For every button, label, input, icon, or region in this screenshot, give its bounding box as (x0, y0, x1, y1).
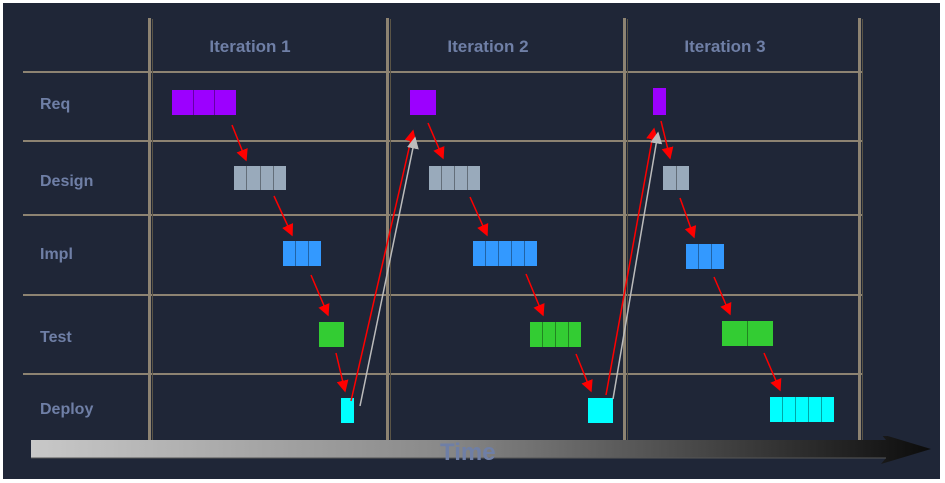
iteration-3-impl-block (686, 244, 724, 269)
iteration-divider (386, 18, 389, 441)
iteration-1-header: Iteration 1 (209, 37, 291, 56)
arrow-i2-impl-to-test (525, 273, 545, 317)
phase-label-deploy: Deploy (40, 401, 94, 418)
iteration-1-impl-block (283, 241, 321, 266)
arrow-i3-impl-to-test (713, 276, 732, 316)
arrow-i2-design-to-impl (469, 196, 489, 237)
iteration-1-test-block (319, 322, 344, 347)
iteration-divider (858, 18, 861, 441)
iteration-2-test-block (530, 322, 581, 347)
phase-label-design: Design (40, 173, 94, 190)
iteration-3-test-block (722, 321, 773, 346)
gridline (23, 214, 863, 216)
iteration-1-deploy-block (341, 398, 354, 423)
phase-label-impl: Impl (40, 246, 73, 263)
iteration-2-design-block (429, 166, 480, 190)
iteration-2-impl-block (473, 241, 537, 266)
iteration-divider (148, 18, 151, 441)
iteration-3-deploy-block (770, 397, 834, 422)
iteration-2-deploy-block (588, 398, 613, 423)
phase-label-req: Req (40, 96, 71, 113)
iteration-1-req-block (172, 90, 236, 115)
arrow-feedback-2-gray (612, 131, 663, 400)
time-arrow (31, 436, 931, 464)
arrow-feedback-1-gray (359, 136, 419, 407)
time-label: Time (440, 439, 496, 466)
arrow-i1-impl-to-test (310, 274, 330, 317)
arrow-i1-design-to-impl (273, 195, 294, 237)
arrow-feedback-1-red (350, 129, 417, 402)
arrow-i1-req-to-design (231, 124, 248, 162)
arrow-i3-design-to-impl (679, 197, 697, 239)
gridline (23, 71, 863, 73)
iteration-2-req-block (410, 90, 436, 115)
iteration-3-header: Iteration 3 (684, 37, 766, 56)
arrow-i1-test-to-deploy (335, 352, 349, 393)
iteration-3-design-block (663, 166, 689, 190)
iteration-3-req-block (653, 88, 666, 115)
arrow-i2-test-to-deploy (575, 353, 593, 393)
iterative-process-diagram: Iteration 1 Iteration 2 Iteration 3 Req … (3, 3, 940, 479)
iteration-2-header: Iteration 2 (447, 37, 529, 56)
flow-arrows (231, 120, 782, 407)
phase-label-test: Test (40, 329, 72, 346)
arrow-feedback-2-red (605, 127, 659, 396)
gridline (23, 140, 863, 142)
arrow-i3-test-to-deploy (763, 352, 782, 392)
iteration-divider (623, 18, 626, 441)
arrow-i3-req-to-design (660, 120, 674, 160)
gridline (23, 294, 863, 296)
arrow-i2-req-to-design (427, 122, 445, 160)
gridline (23, 373, 863, 375)
iteration-1-design-block (234, 166, 286, 190)
